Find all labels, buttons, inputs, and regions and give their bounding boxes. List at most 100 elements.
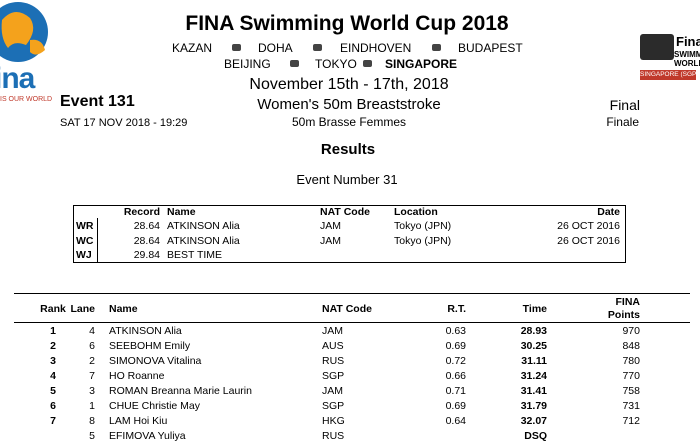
result-cell: 1: [50, 325, 56, 337]
record-cell: JAM: [320, 234, 341, 247]
result-cell: 1: [89, 400, 95, 412]
result-cell: 3: [50, 355, 56, 367]
logo-right-icon: [640, 34, 674, 60]
record-cell: 28.64: [133, 234, 160, 247]
result-cell: 0.64: [445, 415, 466, 427]
event-name: Women's 50m Breaststroke: [257, 96, 441, 113]
city: DOHA: [258, 41, 293, 55]
records-header: Date: [597, 206, 620, 218]
separator-icon: [432, 44, 441, 51]
results-header: FINA: [615, 296, 641, 308]
results-header: Rank: [40, 303, 66, 315]
city: BUDAPEST: [458, 41, 523, 55]
result-cell: 0.63: [445, 325, 466, 337]
record-cell: 28.64: [133, 220, 160, 232]
result-cell: 7: [50, 415, 56, 427]
record-cell: JAM: [320, 220, 341, 232]
logo-left: [0, 2, 48, 62]
record-cell: 29.84: [133, 249, 160, 261]
result-cell: 848: [622, 340, 640, 352]
record-code: WC: [76, 234, 94, 247]
title: FINA Swimming World Cup 2018: [185, 12, 509, 35]
results-header: NAT Code: [322, 303, 372, 315]
event: Event 131: [60, 93, 135, 110]
result-cell: SEEBOHM Emily: [109, 340, 191, 352]
result-cell: ROMAN Breanna Marie Laurin: [109, 385, 252, 397]
records-header: Record: [123, 206, 160, 218]
records-header: Name: [167, 206, 196, 218]
result-cell: 0.72: [445, 355, 466, 367]
result-cell: 970: [622, 325, 640, 337]
result-cell: 2: [50, 340, 56, 352]
result-cell: 31.11: [521, 355, 547, 367]
result-cell: 0.66: [445, 370, 466, 382]
result-cell: SIMONOVA Vitalina: [109, 355, 202, 367]
record-cell: ATKINSON Alia: [167, 234, 240, 247]
results-header: R.T.: [447, 303, 466, 315]
datetime: SAT 17 NOV 2018 - 19:29: [60, 117, 188, 129]
result-cell: 4: [50, 370, 56, 382]
record-code: WJ: [76, 249, 92, 261]
records-header: NAT Code: [320, 206, 370, 218]
result-cell: 731: [622, 400, 640, 412]
result-cell: 0.69: [445, 400, 466, 412]
result-cell: ATKINSON Alia: [109, 325, 182, 337]
result-cell: EFIMOVA Yuliya: [109, 430, 186, 442]
result-cell: CHUE Christie May: [109, 400, 201, 412]
city: KAZAN: [172, 41, 213, 55]
result-cell: 6: [89, 340, 95, 352]
result-cell: 0.69: [445, 340, 466, 352]
result-cell: SGP: [322, 370, 345, 382]
logo-right-line: SWIMMING: [674, 50, 700, 59]
records-divider: [97, 218, 98, 262]
result-cell: 32.07: [520, 415, 547, 427]
logo-right-host: SINGAPORE (SGP): [640, 70, 699, 80]
city: TOKYO: [315, 57, 357, 71]
results-header: Points: [607, 309, 640, 321]
rule: [14, 293, 690, 294]
result-cell: 2: [89, 355, 95, 367]
result-cell: LAM Hoi Kiu: [109, 415, 168, 427]
result-cell: 8: [89, 415, 95, 427]
result-cell: 31.41: [520, 385, 547, 397]
result-cell: RUS: [322, 355, 345, 367]
result-cell: 4: [89, 325, 95, 337]
record-code: WR: [76, 220, 94, 232]
record-cell: 26 OCT 2016: [557, 220, 620, 232]
event-number: Event Number 31: [296, 172, 398, 187]
rule: [14, 322, 690, 323]
event-name-fr: 50m Brasse Femmes: [291, 115, 407, 129]
result-cell: JAM: [322, 325, 343, 337]
logo-right-name: Fina: [676, 34, 700, 49]
result-cell: 5: [89, 430, 95, 442]
result-cell: 28.93: [520, 325, 547, 337]
result-cell: 0.71: [445, 385, 466, 397]
result-cell: SGP: [322, 400, 345, 412]
city: SINGAPORE: [385, 57, 458, 71]
round: Final: [609, 97, 640, 113]
result-cell: 712: [622, 415, 640, 427]
result-cell: 5: [50, 385, 56, 397]
result-cell: 31.24: [520, 370, 547, 382]
result-cell: HO Roanne: [109, 370, 165, 382]
separator-icon: [363, 60, 372, 67]
results-header: Name: [109, 303, 138, 315]
result-cell: AUS: [322, 340, 344, 352]
round-fr: Finale: [606, 115, 639, 129]
result-cell: 758: [622, 385, 640, 397]
result-cell: 7: [89, 370, 95, 382]
records-box: [73, 205, 626, 263]
record-cell: Tokyo (JPN): [394, 234, 452, 247]
logo-left-name: ina: [0, 62, 35, 95]
results-header: Time: [522, 303, 547, 315]
dates: November 15th - 17th, 2018: [249, 76, 449, 93]
records-header: Location: [394, 206, 438, 218]
logo-left-tagline: IS OUR WORLD: [0, 96, 53, 103]
result-cell: 3: [89, 385, 95, 397]
result-cell: 780: [622, 355, 640, 367]
result-cell: 770: [622, 370, 640, 382]
record-cell: Tokyo (JPN): [394, 220, 452, 232]
record-cell: BEST TIME: [167, 249, 223, 261]
record-cell: ATKINSON Alia: [167, 220, 240, 232]
result-cell: 31.79: [520, 400, 547, 412]
